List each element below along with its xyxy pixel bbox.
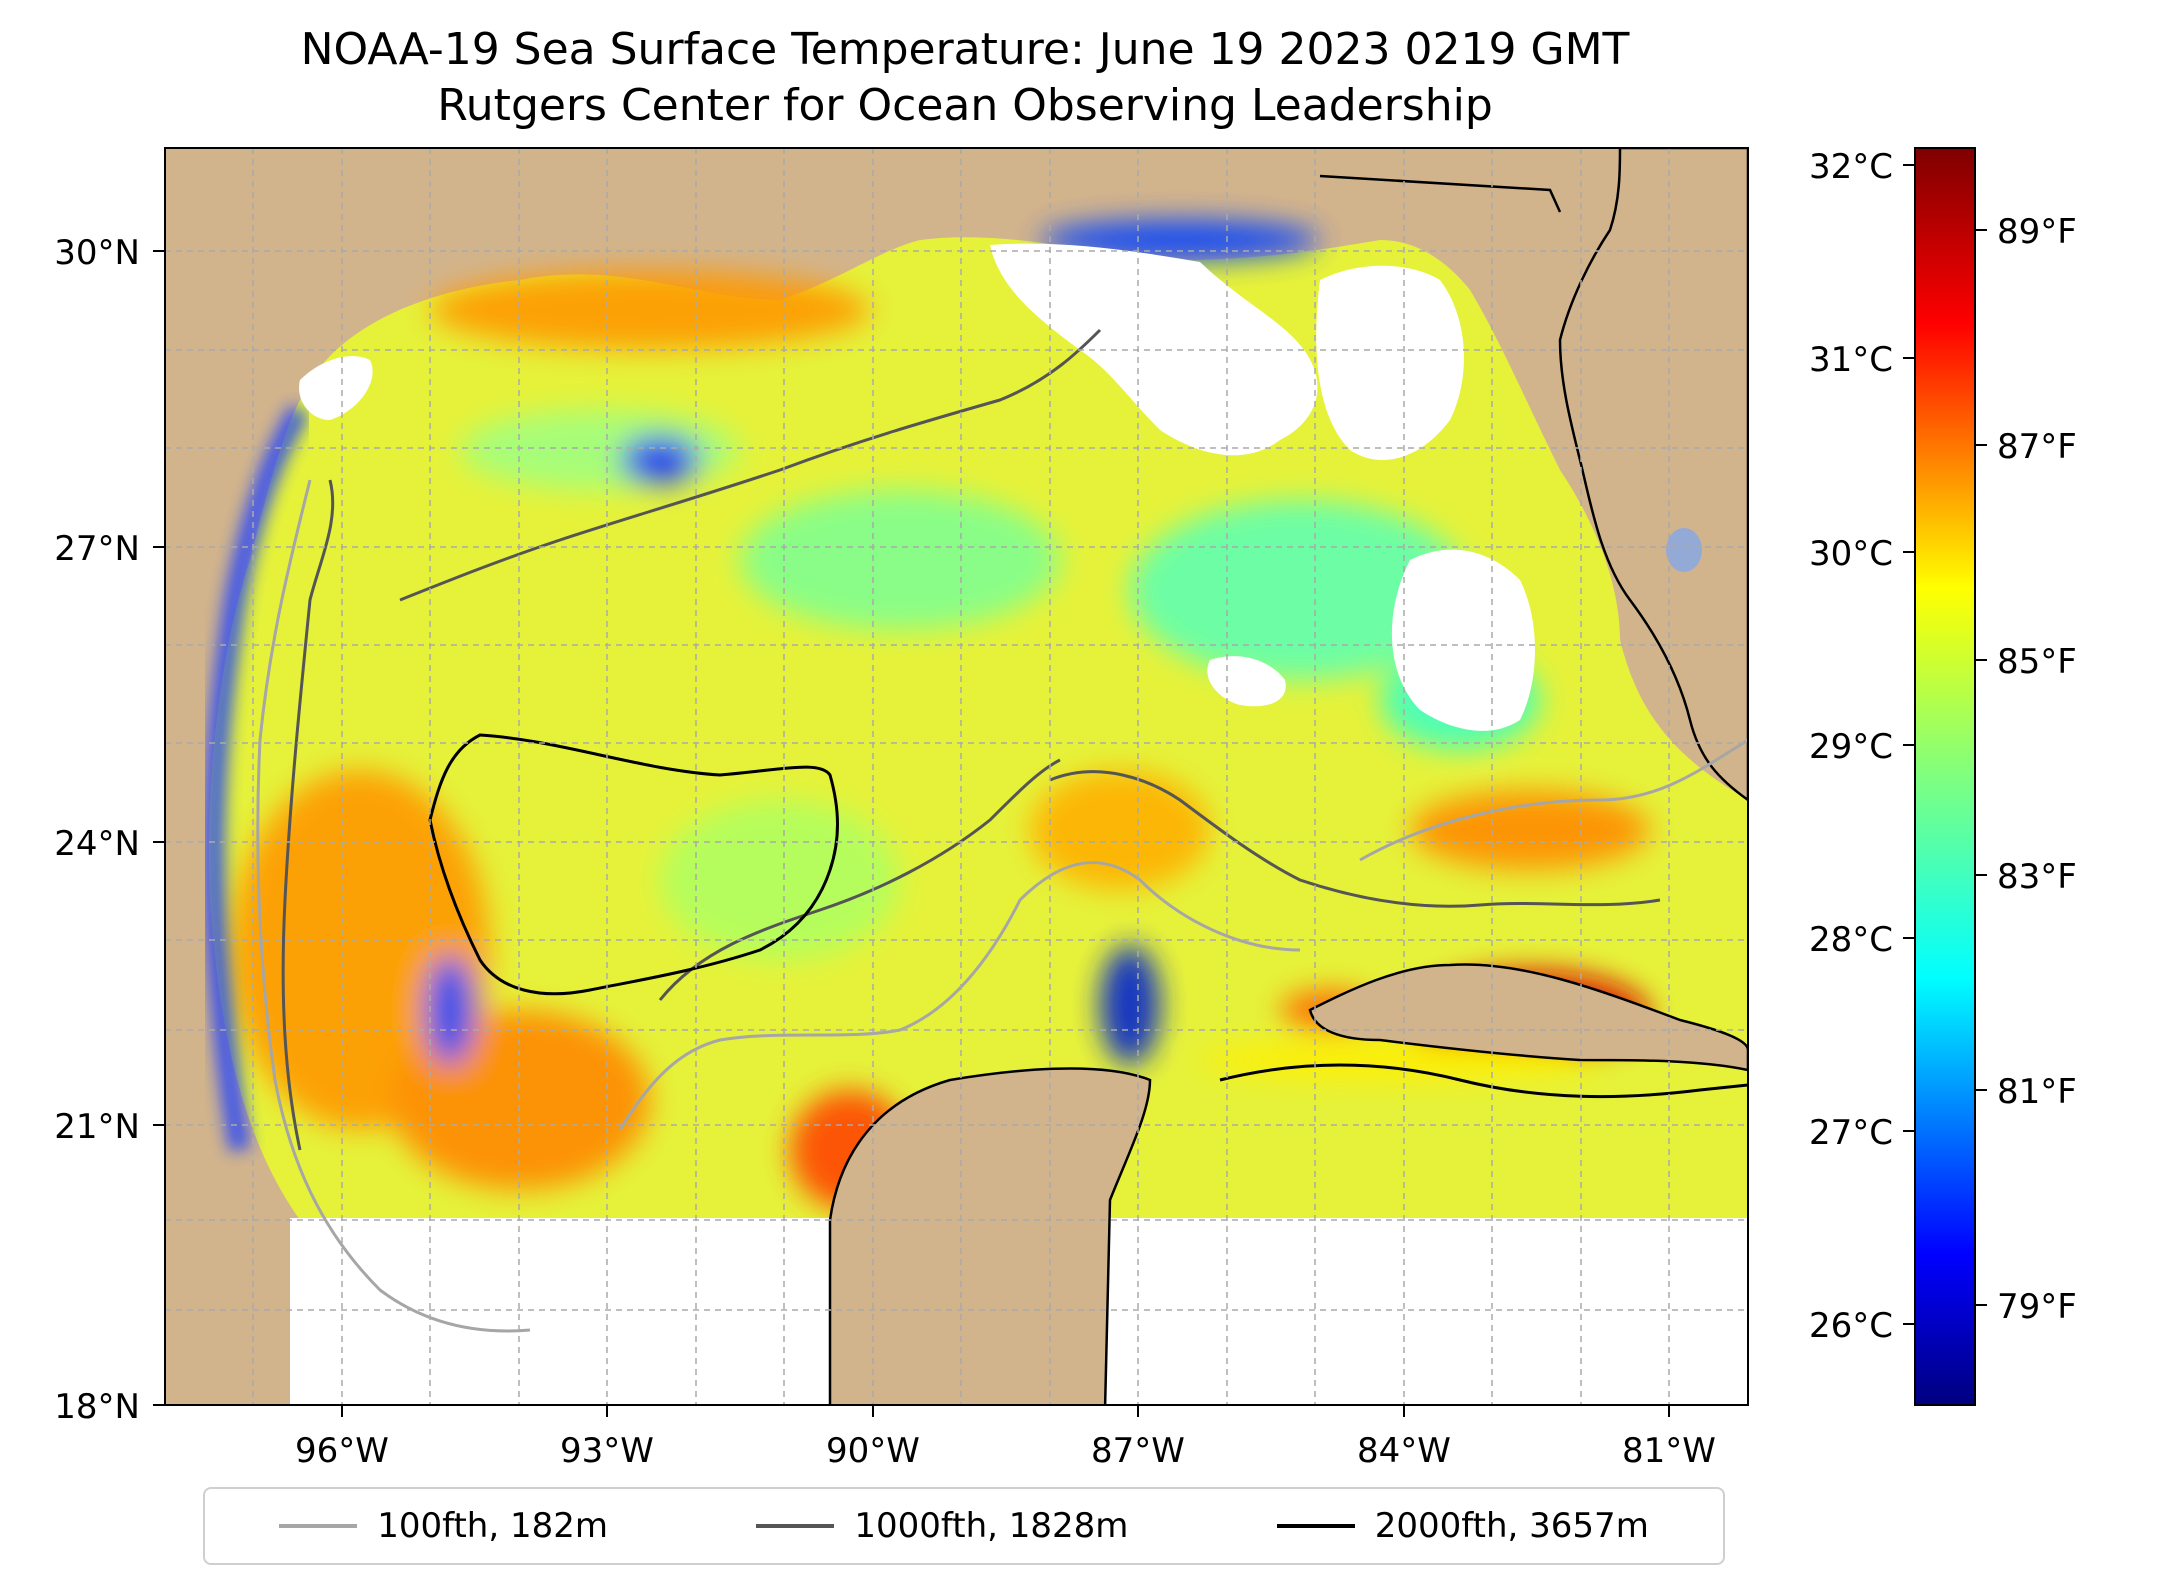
florida-peninsula <box>1558 148 1748 802</box>
fahrenheit-tick-label: 81°F <box>1997 1072 2077 1112</box>
legend-line-2000fth <box>1276 1524 1355 1528</box>
fahrenheit-tick-label: 79°F <box>1997 1287 2077 1327</box>
legend-item-2000fth: 2000fth, 3657m <box>1276 1506 1649 1546</box>
celsius-tick-label: 32°C <box>1809 147 1893 187</box>
celsius-tick-label: 31°C <box>1809 340 1893 380</box>
lon-tick-label: 84°W <box>1357 1431 1451 1471</box>
celsius-tick-label: 27°C <box>1809 1113 1893 1153</box>
lon-tick-label: 93°W <box>560 1431 654 1471</box>
lat-tick-label: 21°N <box>54 1107 140 1147</box>
fahrenheit-tick-label: 87°F <box>1997 427 2077 467</box>
legend-label: 1000fth, 1828m <box>854 1506 1129 1546</box>
map-area <box>165 148 1748 1405</box>
cold-coastal-band <box>202 404 310 1152</box>
cuba <box>1308 963 1748 1072</box>
contour-legend: 100fth, 182m 1000fth, 1828m 2000fth, 365… <box>203 1487 1725 1565</box>
fahrenheit-tick-label: 83°F <box>1997 857 2077 897</box>
colorbar-fahrenheit-ticks <box>1975 229 1987 1306</box>
contour-1000fth <box>281 328 1661 1151</box>
gridlines <box>165 148 1748 1405</box>
lat-tick-label: 18°N <box>54 1387 140 1427</box>
colorbar-celsius-ticks <box>1903 164 1915 1325</box>
lon-tick-label: 87°W <box>1091 1431 1185 1471</box>
fahrenheit-tick-label: 85°F <box>1997 642 2077 682</box>
legend-item-1000fth: 1000fth, 1828m <box>756 1506 1128 1546</box>
legend-line-1000fth <box>756 1524 835 1528</box>
legend-item-100fth: 100fth, 182m <box>279 1506 608 1546</box>
celsius-tick-label: 28°C <box>1809 920 1893 960</box>
legend-label: 2000fth, 3657m <box>1374 1506 1649 1546</box>
map-frame <box>164 147 1749 1406</box>
state-border <box>1319 174 1562 213</box>
lat-tick-label: 24°N <box>54 824 140 864</box>
lon-tick-label: 90°W <box>826 1431 920 1471</box>
lon-tick-label: 96°W <box>295 1431 389 1471</box>
contour-100fth <box>256 479 1748 1333</box>
celsius-tick-label: 30°C <box>1809 534 1893 574</box>
celsius-tick-label: 26°C <box>1809 1306 1893 1346</box>
yucatan-peninsula <box>828 1067 1152 1405</box>
colorbar <box>1914 147 1976 1406</box>
lat-tick-label: 30°N <box>54 233 140 273</box>
sst-map: 30°N 27°N 24°N 21°N 18°N 96°W 93°W 90°W … <box>54 147 2077 1471</box>
contour-2000fth <box>428 733 1748 1099</box>
lon-tick-label: 81°W <box>1622 1431 1716 1471</box>
lat-tick-label: 27°N <box>54 529 140 569</box>
legend-label: 100fth, 182m <box>377 1506 608 1546</box>
sst-field <box>230 220 1650 1210</box>
fahrenheit-tick-label: 89°F <box>1997 212 2077 252</box>
lake-okeechobee <box>1666 528 1702 572</box>
lat-axis <box>153 250 165 1406</box>
legend-line-100fth <box>279 1524 358 1528</box>
lon-axis <box>341 1405 1670 1417</box>
land-masses <box>828 148 1748 1405</box>
no-data <box>290 243 1748 1405</box>
celsius-tick-label: 29°C <box>1809 727 1893 767</box>
chart-subtitle: Rutgers Center for Ocean Observing Leade… <box>437 80 1493 131</box>
chart-title: NOAA-19 Sea Surface Temperature: June 19… <box>300 24 1630 75</box>
